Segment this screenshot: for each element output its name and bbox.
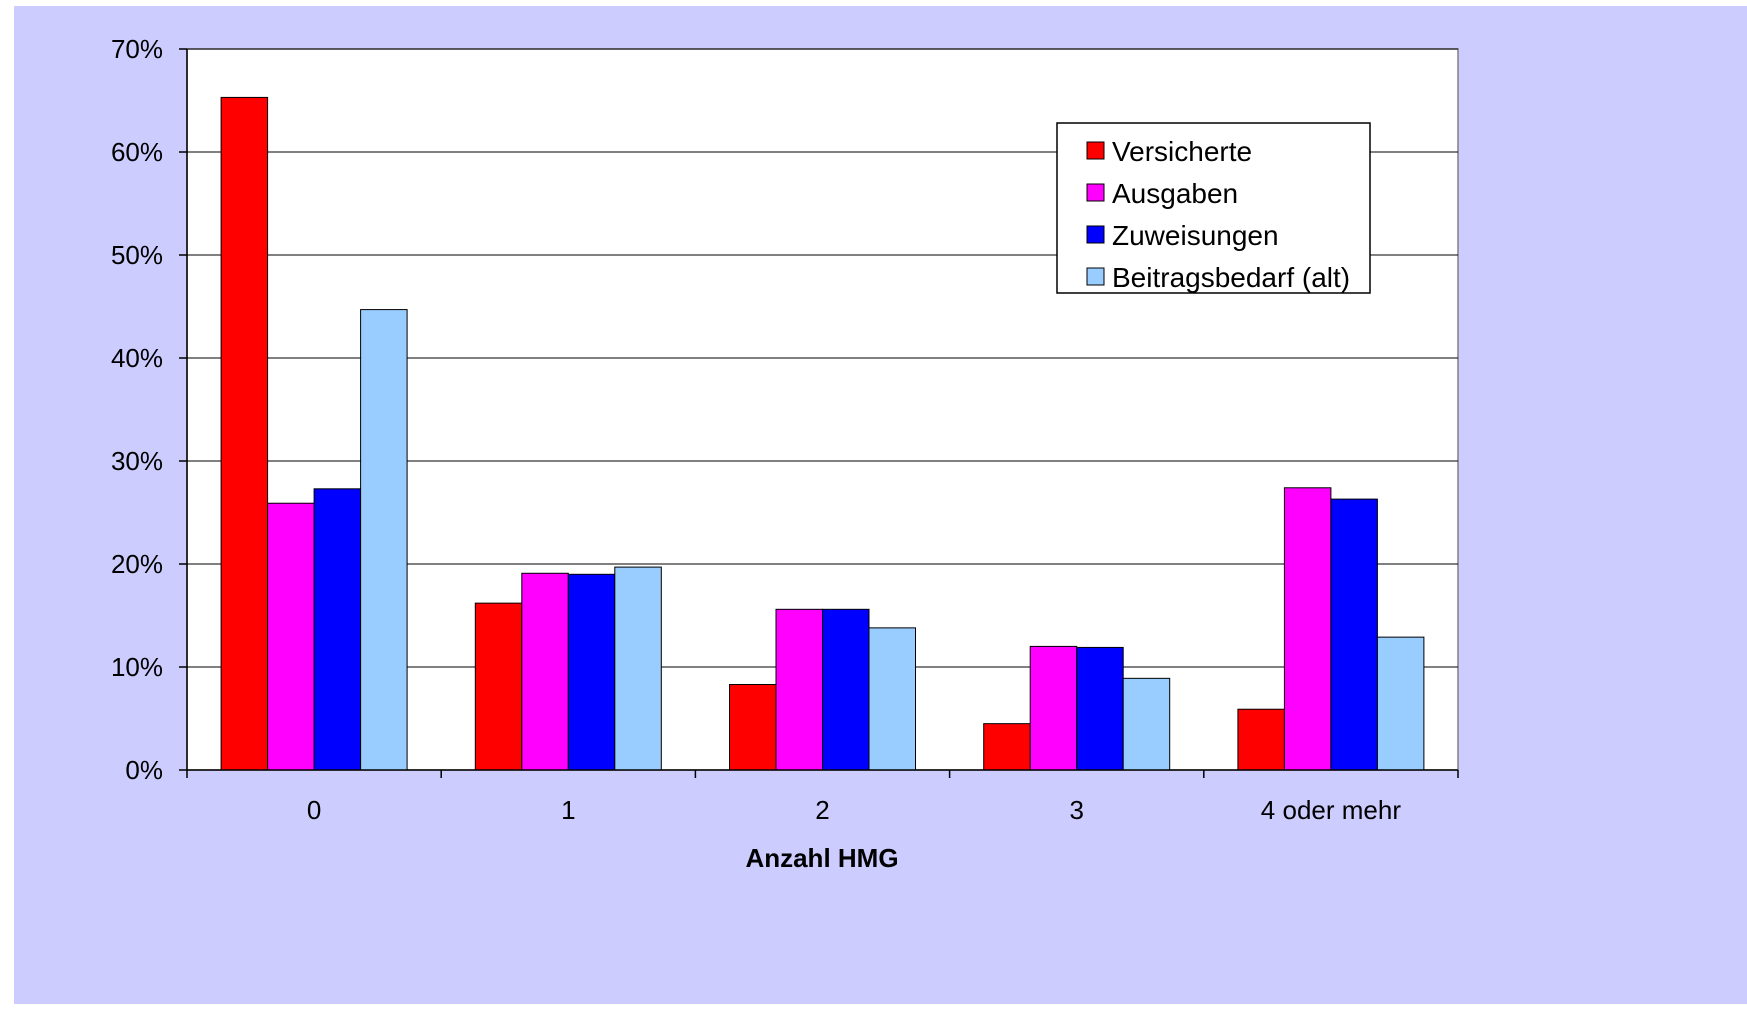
x-tick-label: 3 — [1069, 795, 1083, 825]
legend-swatch-zuweisungen — [1086, 225, 1105, 244]
y-tick-label: 10% — [111, 652, 163, 682]
y-tick-label: 30% — [111, 446, 163, 476]
legend-label-versicherte: Versicherte — [1112, 136, 1252, 167]
bar-beitragsbedarf-alt-3 — [1122, 677, 1171, 771]
legend: Versicherte Ausgaben Zuweisungen Beitragsbe… — [1056, 122, 1371, 294]
legend-items: Versicherte Ausgaben Zuweisungen Beitragsbe… — [1086, 136, 1350, 293]
y-tick-labels: 0% 10% 20% 30% 40% 50% 60% 70% — [111, 34, 163, 785]
y-tick-label: 0% — [125, 755, 163, 785]
bar-beitragsbedarf-alt-4 — [1376, 636, 1425, 771]
bar-beitragsbedarf-alt-0 — [360, 309, 408, 771]
bar-zuweisungen-4 — [1330, 498, 1378, 771]
bar-beitragsbedarf-alt-2 — [868, 627, 916, 771]
bars — [220, 96, 1425, 771]
x-tick-label: 1 — [561, 795, 575, 825]
legend-label-zuweisungen: Zuweisungen — [1112, 220, 1279, 251]
bar-versicherte-4 — [1237, 708, 1285, 771]
x-tick-labels: 0 1 2 3 4 oder mehr — [307, 795, 1401, 825]
bar-ausgaben-4 — [1283, 487, 1332, 771]
bar-versicherte-0 — [220, 96, 269, 771]
y-tick-label: 70% — [111, 34, 163, 64]
x-tick-label: 4 oder mehr — [1261, 795, 1402, 825]
bar-ausgaben-0 — [267, 502, 315, 771]
bar-versicherte-1 — [474, 602, 523, 771]
legend-box — [1056, 122, 1371, 294]
bar-ausgaben-2 — [775, 608, 823, 771]
bar-ausgaben-3 — [1029, 645, 1078, 771]
bar-zuweisungen-3 — [1076, 646, 1124, 771]
legend-swatch-beitragsbedarf-alt — [1086, 267, 1105, 286]
x-tick-label: 0 — [307, 795, 321, 825]
bar-ausgaben-1 — [521, 572, 569, 771]
bar-versicherte-3 — [983, 723, 1031, 771]
axes — [179, 48, 1459, 778]
bar-beitragsbedarf-alt-1 — [614, 566, 662, 771]
y-tick-label: 40% — [111, 343, 163, 373]
bar-versicherte-2 — [729, 684, 777, 771]
x-tick-label: 2 — [815, 795, 829, 825]
x-axis-title: Anzahl HMG — [745, 843, 898, 873]
bar-zuweisungen-1 — [567, 573, 616, 771]
legend-swatch-versicherte — [1086, 141, 1105, 160]
y-tick-label: 50% — [111, 240, 163, 270]
legend-swatch-ausgaben — [1086, 183, 1105, 202]
bar-zuweisungen-0 — [313, 488, 362, 771]
y-tick-label: 20% — [111, 549, 163, 579]
legend-label-ausgaben: Ausgaben — [1112, 178, 1238, 209]
y-tick-label: 60% — [111, 137, 163, 167]
bar-zuweisungen-2 — [822, 608, 870, 771]
legend-label-beitragsbedarf-alt: Beitragsbedarf (alt) — [1112, 262, 1350, 293]
